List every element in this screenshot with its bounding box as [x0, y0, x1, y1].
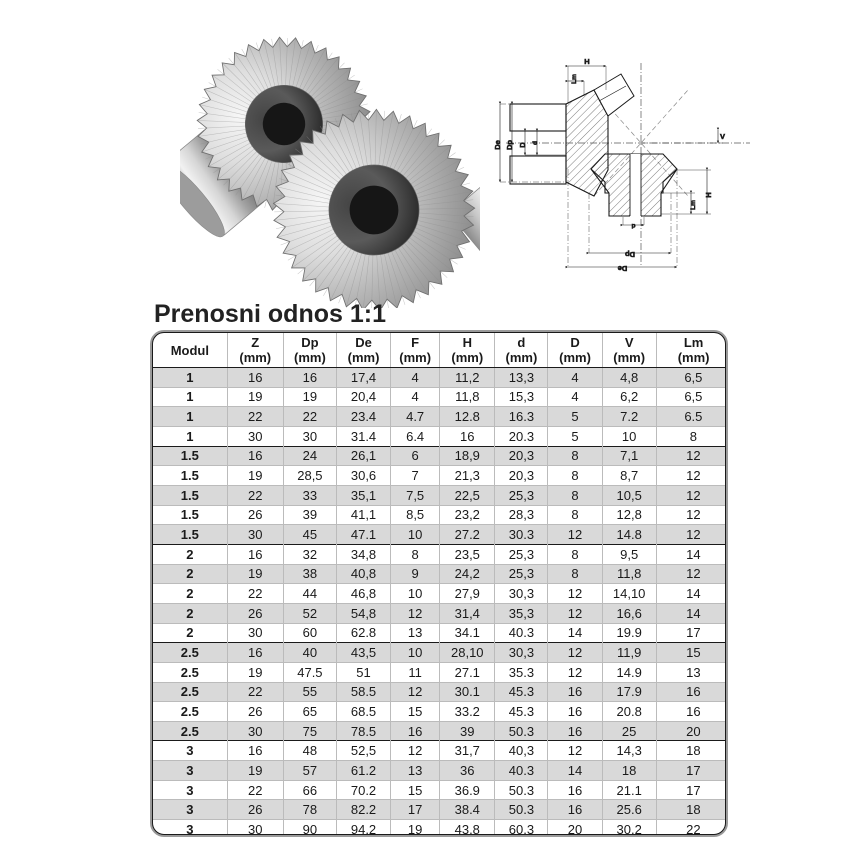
svg-text:H: H: [704, 192, 713, 197]
svg-text:De: De: [493, 140, 502, 150]
svg-text:Lm: Lm: [690, 200, 697, 210]
svg-text:V: V: [720, 132, 725, 141]
svg-text:d: d: [532, 141, 539, 145]
svg-text:H: H: [584, 57, 589, 66]
svg-text:D: D: [518, 142, 527, 148]
svg-text:De: De: [618, 264, 628, 273]
svg-text:Lm: Lm: [571, 74, 578, 84]
svg-text:d: d: [631, 222, 635, 229]
svg-text:Dp: Dp: [625, 250, 635, 259]
svg-text:Dp: Dp: [505, 140, 514, 150]
